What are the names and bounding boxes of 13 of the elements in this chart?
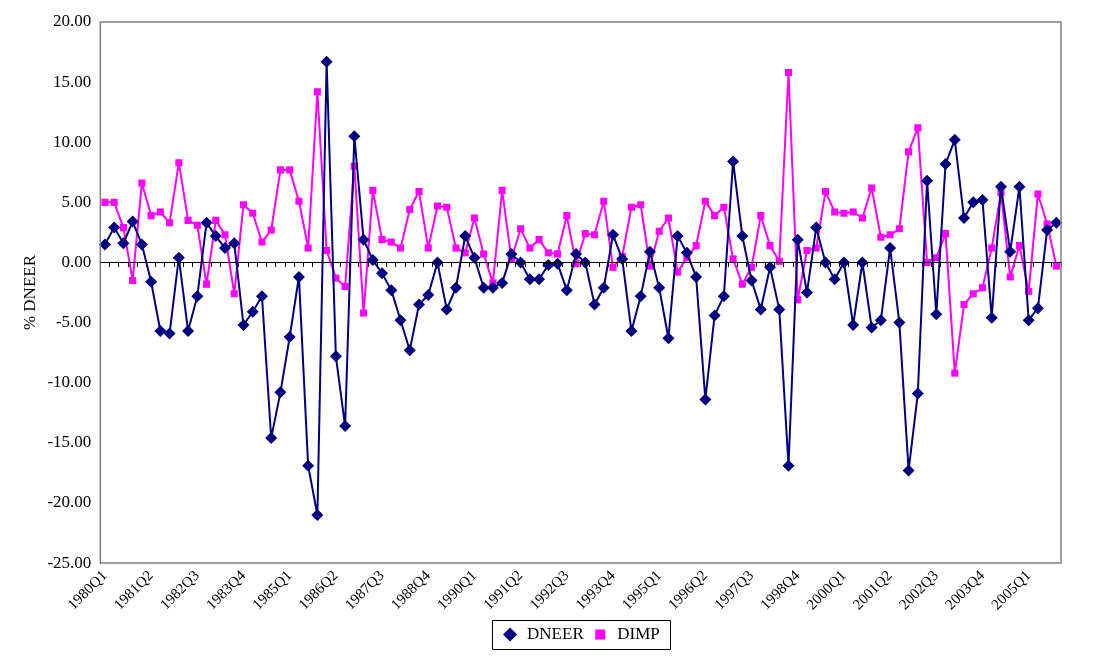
y-tick-label: -10.00 xyxy=(47,372,92,392)
y-tick-label: -25.00 xyxy=(47,552,92,572)
y-tick-label: 15.00 xyxy=(53,71,92,91)
y-tick-label: 0.00 xyxy=(61,251,92,271)
y-tick-label: -5.00 xyxy=(55,312,92,332)
y-tick-label: -20.00 xyxy=(47,492,92,512)
y-tick-label: 10.00 xyxy=(53,131,92,151)
y-tick-label: -15.00 xyxy=(47,432,92,452)
y-axis-title: % DNEER xyxy=(19,254,39,331)
y-tick-label: 20.00 xyxy=(53,11,92,31)
legend-label: DIMP xyxy=(617,623,660,643)
legend-label: DNEER xyxy=(527,623,585,643)
y-tick-label: 5.00 xyxy=(61,191,92,211)
